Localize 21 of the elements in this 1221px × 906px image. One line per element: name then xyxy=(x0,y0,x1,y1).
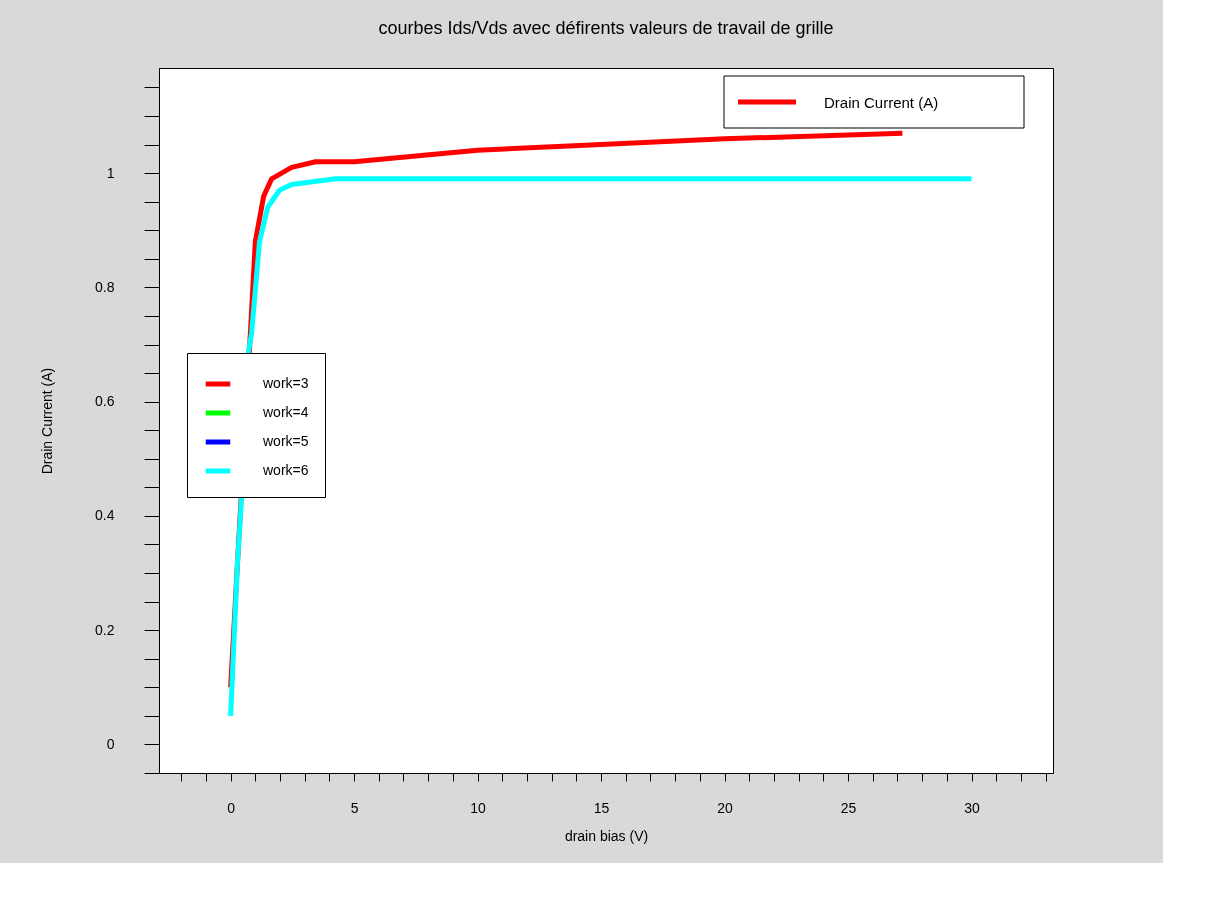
legend-label: work=4 xyxy=(262,404,309,420)
x-tick-label: 30 xyxy=(964,799,980,816)
y-axis-title: Drain Current (A) xyxy=(39,367,56,475)
y-tick-label: 0.8 xyxy=(95,278,115,295)
x-tick-label: 20 xyxy=(717,799,734,816)
legend-label: work=6 xyxy=(262,462,309,478)
y-tick-label: 0.4 xyxy=(95,507,115,524)
x-tick-label: 10 xyxy=(470,799,487,816)
chart-title: courbes Ids/Vds avec défirents valeurs de travail de grille xyxy=(378,18,834,38)
y-tick-label: 0.6 xyxy=(95,393,115,410)
x-tick-label: 25 xyxy=(840,799,857,816)
x-tick-label: 15 xyxy=(593,799,610,816)
x-tick-label: 0 xyxy=(227,799,236,816)
x-tick-label: 5 xyxy=(350,799,359,816)
annotation: Drain Current (A) xyxy=(824,94,939,111)
legend-label: work=3 xyxy=(262,375,309,391)
y-tick-label: 1 xyxy=(106,164,115,181)
y-tick-label: 0 xyxy=(106,735,115,752)
y-tick-label: 0.2 xyxy=(95,621,115,638)
x-axis-title: drain bias (V) xyxy=(564,827,649,844)
legend-label: work=5 xyxy=(262,433,309,449)
